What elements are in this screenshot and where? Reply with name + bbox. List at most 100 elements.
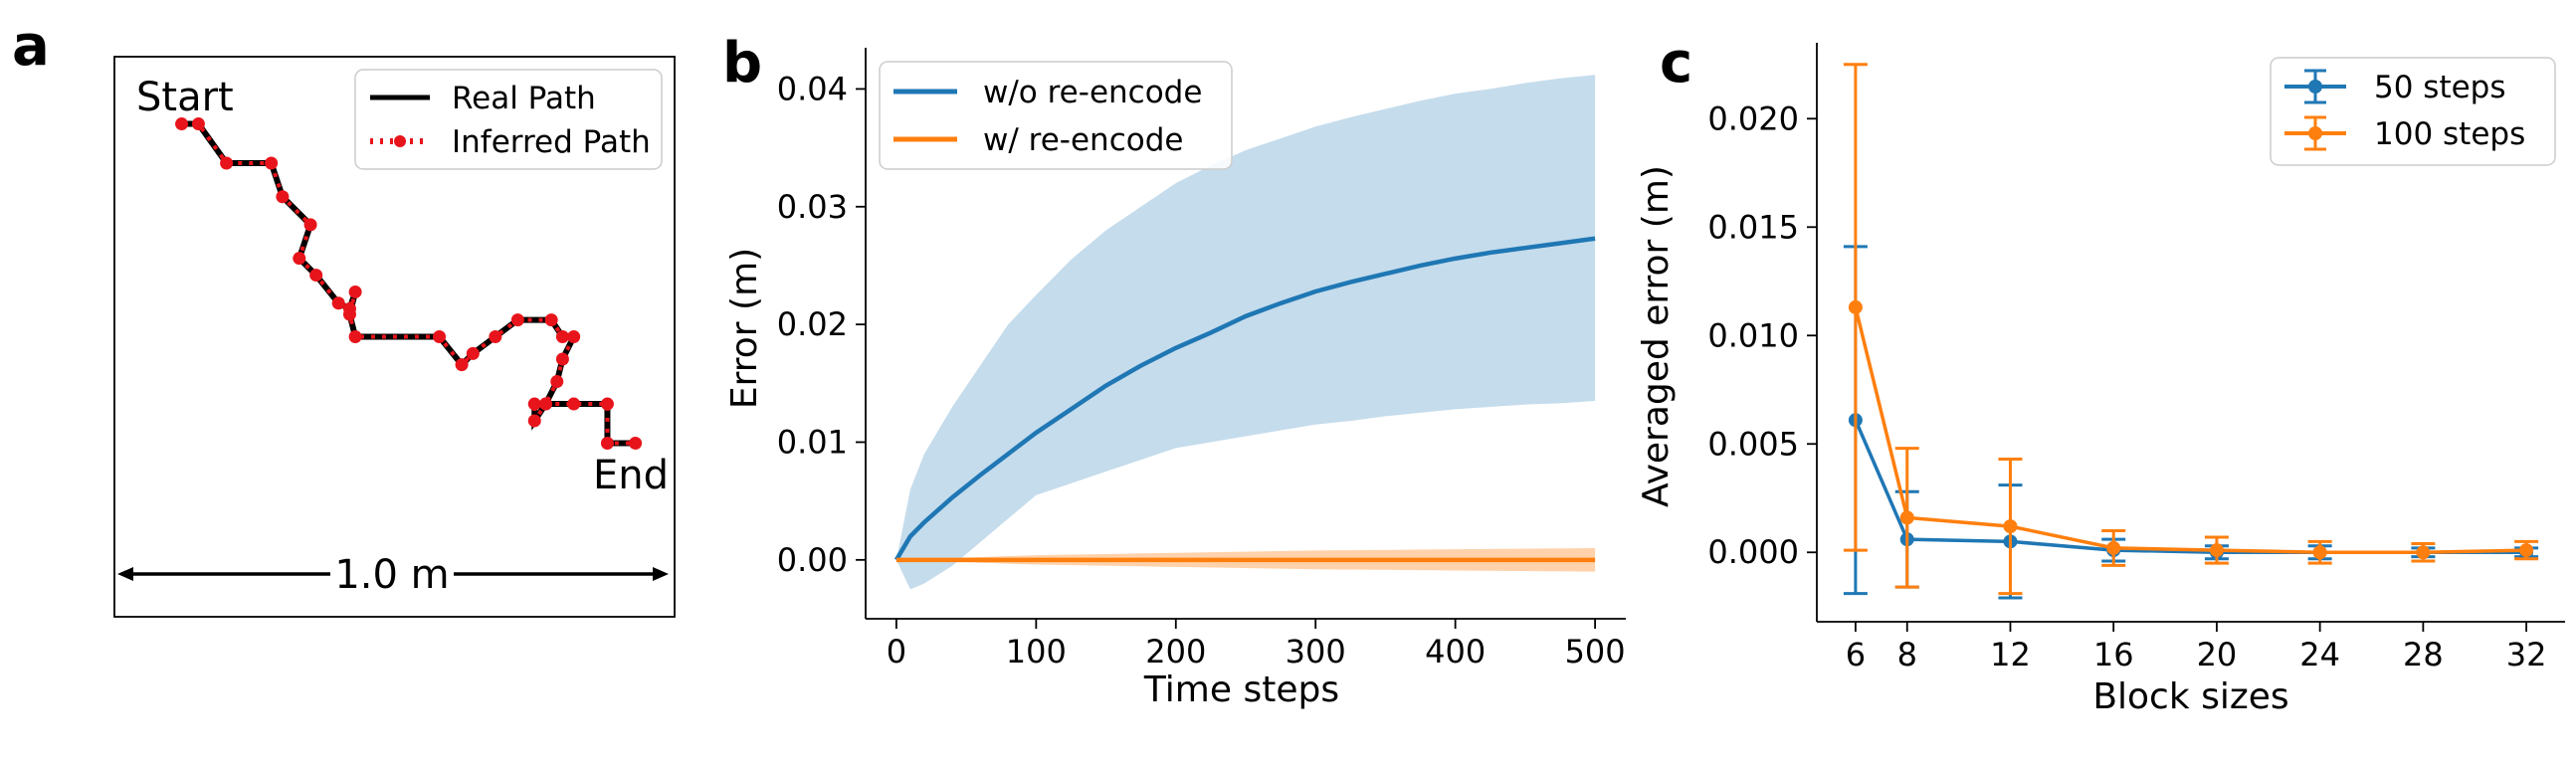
c-xtick: 28 (2403, 636, 2444, 673)
inferred-path-point (191, 117, 205, 131)
b-ytick: 0.04 (777, 70, 848, 107)
panel-a: a Start End 1.0 m Real Path Inferred Pat… (12, 14, 676, 618)
inferred-path-point (265, 156, 279, 170)
inferred-path-point (539, 397, 553, 411)
inferred-path-point (567, 330, 581, 343)
c-xtick: 20 (2197, 636, 2238, 673)
c-xlabel: Block sizes (2092, 676, 2288, 717)
hundred-steps-point (2106, 540, 2121, 555)
c-xtick: 6 (1846, 636, 1866, 673)
c-xtick: 8 (1897, 636, 1917, 673)
b-ytick: 0.03 (777, 188, 848, 226)
start-label: Start (136, 75, 234, 120)
scale-bar: 1.0 m (117, 552, 669, 598)
c-xtick: 12 (1990, 636, 2031, 673)
c-ytick: 0.005 (1707, 425, 1799, 463)
legend-50-steps-swatch (2284, 69, 2346, 104)
inferred-path-point (600, 436, 614, 450)
inferred-path-point (510, 313, 524, 327)
b-xtick: 500 (1565, 633, 1626, 670)
inferred-path-point (527, 397, 541, 411)
inferred-path-line (181, 121, 636, 446)
hundred-steps-point (2416, 545, 2431, 560)
inferred-path-point (466, 346, 480, 360)
inferred-path-point (555, 330, 569, 343)
panel-letter-c: c (1660, 31, 1692, 96)
b-xtick: 200 (1145, 633, 1206, 670)
b-ylabel: Error (m) (724, 248, 765, 409)
scale-bar-right-arrow (653, 567, 669, 581)
path-plot (175, 117, 643, 450)
b-xtick: 300 (1286, 633, 1346, 670)
c-xtick: 24 (2299, 636, 2340, 673)
legend-50-steps-label: 50 steps (2374, 70, 2506, 105)
inferred-path-point (293, 252, 306, 266)
c-ytick: 0.015 (1707, 208, 1799, 246)
hundred-steps-point (1848, 299, 1863, 314)
legend-inferred-path-label: Inferred Path (452, 124, 651, 160)
inferred-path-point (629, 436, 643, 450)
legend-a-frame (354, 69, 663, 170)
c-ticks: 6 8 12 16 20 24 28 32 0.000 0.005 0.010 … (1707, 99, 2546, 673)
inferred-path-point (455, 358, 469, 372)
inferred-path-point (331, 296, 345, 310)
fifty-steps-line (1854, 419, 2527, 554)
scale-bar-left-arrow (117, 567, 133, 581)
legend-with-reencode-label: w/ re-encode (983, 122, 1183, 158)
hundred-steps-point (2312, 545, 2327, 560)
inferred-path-point (220, 156, 234, 170)
hundred-steps-point (1899, 510, 1914, 525)
c-ytick: 0.020 (1707, 99, 1799, 137)
inferred-path-point (567, 397, 581, 411)
legend-b: w/o re-encode w/ re-encode (879, 61, 1233, 170)
b-xlabel: Time steps (1143, 669, 1339, 710)
inferred-path-point (303, 218, 317, 232)
c-ytick: 0.000 (1707, 533, 1799, 571)
inferred-path-point (348, 285, 362, 298)
block-size-plot (1843, 63, 2539, 600)
b-xtick: 0 (887, 633, 906, 670)
inferred-path-point (550, 375, 564, 389)
legend-b-frame (879, 61, 1233, 170)
inferred-path-point (544, 313, 558, 327)
hundred-steps-line (1854, 306, 2527, 554)
inferred-path-point (527, 414, 541, 428)
c-xtick: 32 (2506, 636, 2547, 673)
inferred-path-point (175, 117, 189, 131)
b-ticks: 0 100 200 300 400 500 0.00 0.01 0.02 0.0… (777, 70, 1626, 670)
legend-100-steps-label: 100 steps (2374, 116, 2525, 152)
inferred-path-point (600, 397, 614, 411)
without-reencode-line (893, 236, 1596, 561)
inferred-path-point (309, 269, 323, 283)
without-reencode-band (895, 75, 1596, 590)
legend-without-reencode-label: w/o re-encode (983, 75, 1202, 110)
hundred-steps-point (2209, 543, 2224, 558)
panel-b: b 0 100 200 300 400 500 0.00 0.01 0.02 0… (722, 31, 1626, 710)
legend-a: Real Path Inferred Path (354, 69, 663, 170)
end-label: End (593, 453, 669, 498)
inferred-path-point (489, 330, 502, 343)
panel-letter-b: b (722, 31, 762, 96)
b-ytick: 0.00 (777, 541, 848, 579)
b-ytick: 0.02 (777, 305, 848, 343)
inferred-path-point (276, 190, 290, 204)
c-xtick: 16 (2093, 636, 2134, 673)
path-frame (113, 56, 676, 618)
error-time-plot (893, 75, 1596, 590)
b-xtick: 100 (1006, 633, 1067, 670)
inferred-path-point (555, 352, 569, 366)
real-path-line (181, 120, 636, 447)
panel-c: c 6 8 12 16 20 24 28 32 0.000 0.005 0.01… (1636, 31, 2565, 717)
legend-100-steps-swatch (2284, 115, 2346, 151)
inferred-path-point (342, 307, 356, 321)
legend-real-path-label: Real Path (452, 81, 596, 116)
inferred-path-point (348, 330, 362, 343)
b-ytick: 0.01 (777, 423, 848, 461)
legend-inferred-path-marker (394, 135, 406, 147)
panel-letter-a: a (12, 14, 50, 79)
b-xtick: 400 (1425, 633, 1486, 670)
hundred-steps-point (2519, 543, 2534, 558)
c-ytick: 0.010 (1707, 316, 1799, 354)
legend-c: 50 steps 100 steps (2270, 57, 2556, 166)
